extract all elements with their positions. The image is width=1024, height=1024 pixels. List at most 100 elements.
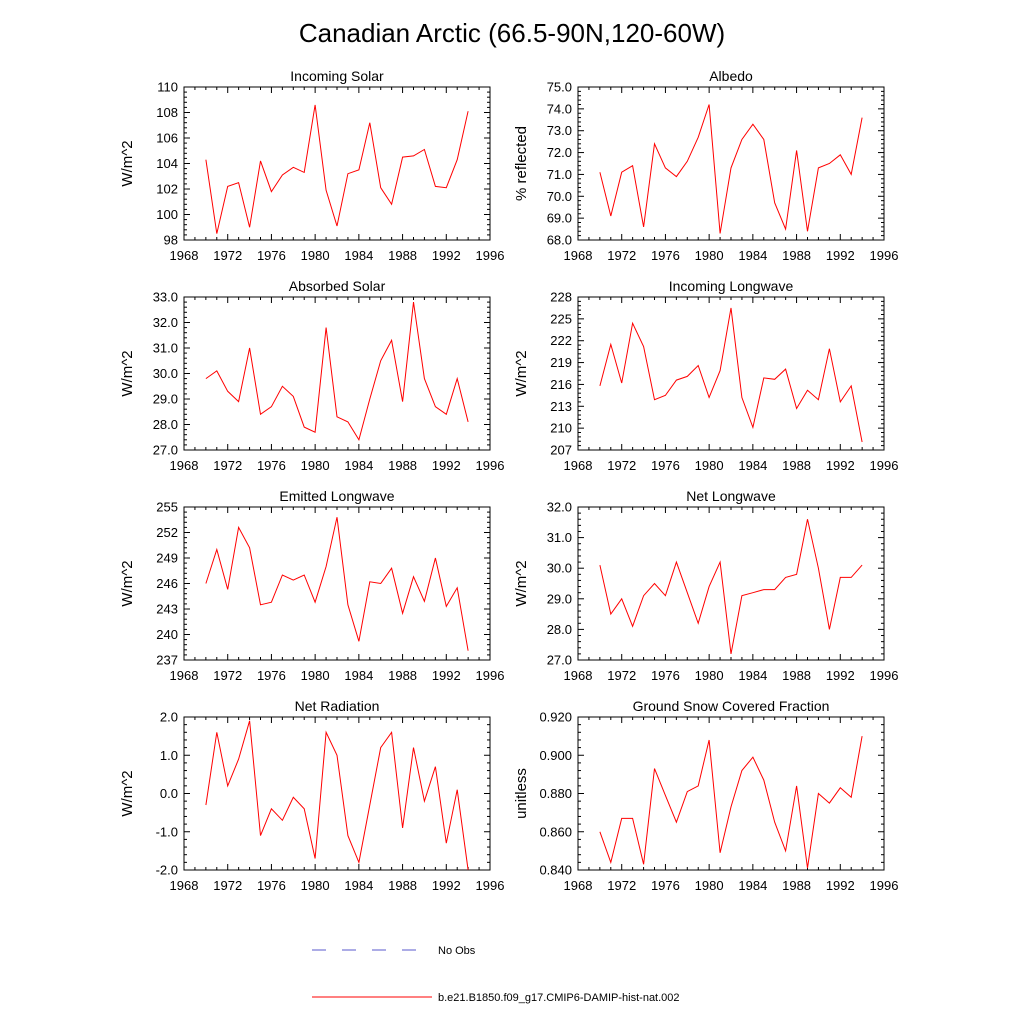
x-tick-label: 1992 [826, 458, 855, 473]
legend-label-2: b.e21.B1850.f09_g17.CMIP6-DAMIP-hist-nat… [438, 992, 680, 1004]
y-tick-label: 106 [156, 131, 178, 146]
x-tick-label: 1976 [651, 248, 680, 263]
plot-frame [183, 506, 491, 661]
x-tick-label: 1972 [607, 458, 636, 473]
x-tick-label: 1984 [344, 248, 373, 263]
x-tick-label: 1972 [607, 878, 636, 893]
y-tick-label: 2.0 [160, 710, 178, 725]
y-tick-label: 71.0 [547, 167, 572, 182]
x-tick-label: 1980 [301, 458, 330, 473]
x-tick-label: 1984 [738, 248, 767, 263]
y-tick-label: 110 [157, 80, 178, 95]
x-tick-label: 1976 [257, 878, 286, 893]
x-tick-label: 1980 [695, 248, 724, 263]
x-tick-label: 1972 [213, 668, 242, 683]
y-tick-label: 102 [156, 182, 178, 197]
panel-title: Incoming Longwave [669, 278, 794, 294]
x-tick-label: 1992 [826, 248, 855, 263]
x-tick-label: 1992 [826, 878, 855, 893]
y-axis-label: W/m^2 [119, 560, 136, 606]
y-tick-label: 30.0 [547, 561, 572, 576]
x-tick-label: 1996 [476, 668, 505, 683]
x-tick-label: 1996 [870, 248, 899, 263]
y-tick-label: 252 [156, 525, 178, 540]
panel-title: Ground Snow Covered Fraction [633, 698, 830, 714]
y-axis-label: unitless [513, 768, 530, 819]
legend-label-1: No Obs [438, 945, 476, 957]
y-tick-label: 69.0 [547, 211, 572, 226]
y-tick-label: 240 [156, 627, 178, 642]
x-tick-label: 1992 [432, 458, 461, 473]
x-tick-label: 1968 [564, 878, 593, 893]
plot-frame [577, 86, 885, 241]
y-tick-label: 225 [550, 311, 572, 326]
series-line-1 [205, 302, 469, 442]
y-tick-label: 237 [156, 653, 178, 668]
y-axis-label: % reflected [513, 126, 530, 201]
figure-title: Canadian Arctic (66.5-90N,120-60W) [299, 18, 725, 48]
y-tick-label: -2.0 [156, 863, 178, 878]
y-tick-label: 28.0 [153, 417, 178, 432]
x-tick-label: 1980 [301, 878, 330, 893]
y-tick-label: 213 [550, 399, 572, 414]
y-tick-label: 0.860 [539, 824, 572, 839]
plot-frame [183, 86, 491, 241]
series-line-1 [205, 104, 469, 234]
x-tick-label: 1984 [738, 668, 767, 683]
x-tick-label: 1996 [870, 878, 899, 893]
x-tick-label: 1968 [170, 458, 199, 473]
x-tick-label: 1968 [564, 248, 593, 263]
x-tick-label: 1984 [738, 878, 767, 893]
y-tick-label: 27.0 [153, 443, 178, 458]
y-tick-label: 75.0 [547, 80, 572, 95]
y-tick-label: 72.0 [547, 145, 572, 160]
y-tick-label: 246 [156, 576, 178, 591]
series-line-1 [599, 307, 863, 443]
x-tick-label: 1988 [388, 878, 417, 893]
x-tick-label: 1980 [301, 248, 330, 263]
y-axis-label: W/m^2 [119, 350, 136, 396]
x-tick-label: 1992 [432, 878, 461, 893]
x-tick-label: 1976 [257, 248, 286, 263]
x-tick-label: 1972 [607, 668, 636, 683]
x-tick-label: 1980 [695, 458, 724, 473]
x-tick-label: 1996 [870, 458, 899, 473]
y-tick-label: 108 [156, 105, 178, 120]
x-tick-label: 1988 [782, 668, 811, 683]
x-tick-label: 1968 [564, 668, 593, 683]
x-tick-label: 1984 [738, 458, 767, 473]
x-tick-label: 1968 [170, 668, 199, 683]
y-tick-label: 249 [156, 551, 178, 566]
series-line-1 [205, 517, 469, 651]
x-tick-label: 1984 [344, 668, 373, 683]
panel-4: Incoming Longwave W/m^2 1968 1972 1976 1980 19… [513, 278, 898, 473]
y-tick-label: 31.0 [153, 341, 178, 356]
y-tick-label: 0.880 [539, 786, 572, 801]
y-tick-label: 228 [550, 290, 572, 305]
x-tick-label: 1992 [826, 668, 855, 683]
y-tick-label: 32.0 [153, 315, 178, 330]
panel-7: Net Radiation W/m^2 1968 1972 1976 1980 1984 19… [119, 698, 504, 893]
panel-3: Absorbed Solar W/m^2 1968 1972 1976 1980 1984 1… [119, 278, 504, 473]
x-tick-label: 1972 [213, 878, 242, 893]
y-tick-label: 222 [550, 333, 572, 348]
x-tick-label: 1996 [476, 248, 505, 263]
x-tick-label: 1988 [388, 458, 417, 473]
y-tick-label: -1.0 [156, 824, 178, 839]
x-tick-label: 1984 [344, 878, 373, 893]
x-tick-label: 1976 [651, 878, 680, 893]
x-tick-label: 1988 [388, 248, 417, 263]
series-line-1 [205, 720, 469, 871]
x-tick-label: 1996 [476, 878, 505, 893]
x-tick-label: 1988 [388, 668, 417, 683]
series-line-1 [599, 736, 863, 869]
y-axis-label: W/m^2 [513, 350, 530, 396]
x-tick-label: 1976 [257, 668, 286, 683]
y-tick-label: 0.840 [539, 863, 572, 878]
x-tick-label: 1988 [782, 878, 811, 893]
plot-frame [183, 296, 491, 451]
y-tick-label: 0.900 [539, 748, 572, 763]
x-tick-label: 1972 [607, 248, 636, 263]
y-tick-label: 98 [164, 233, 178, 248]
